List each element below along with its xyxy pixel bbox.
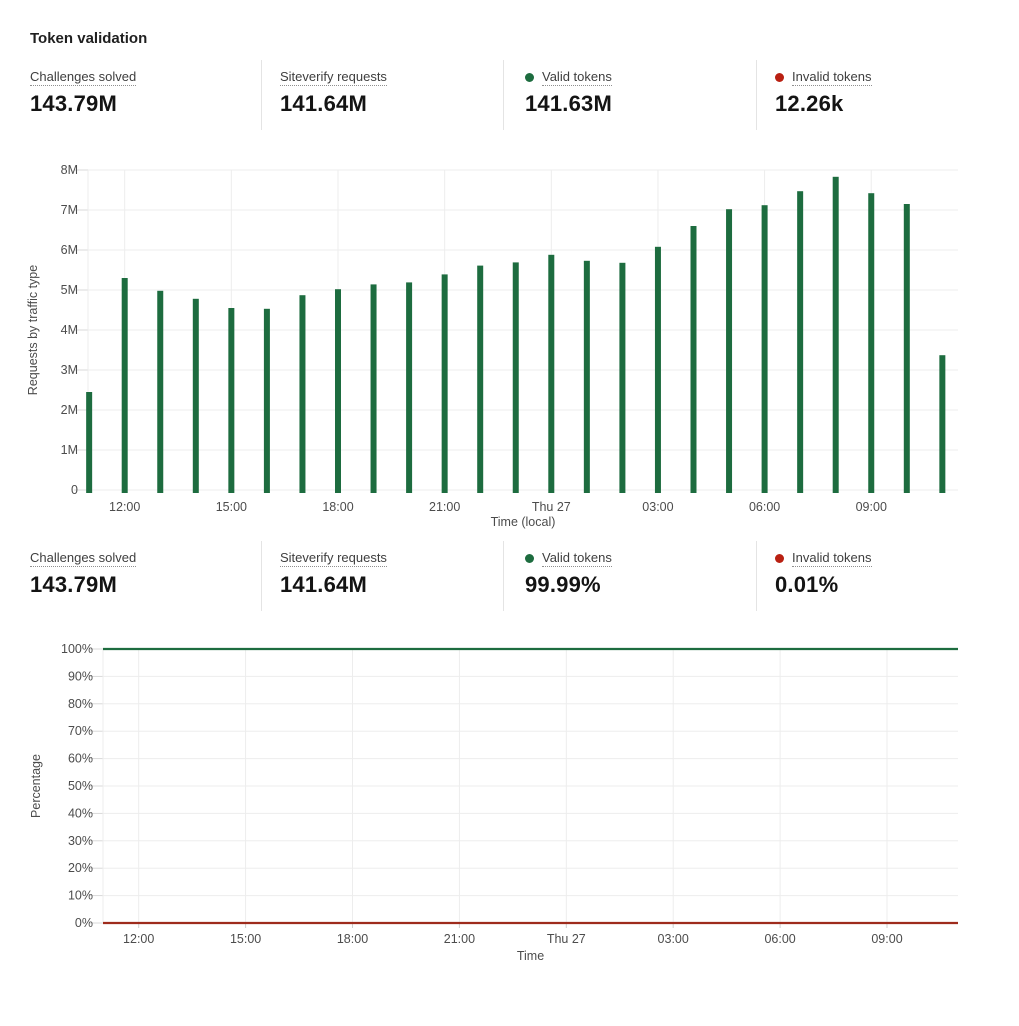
y-tick-label: 0% bbox=[75, 916, 93, 930]
x-axis-title: Time (local) bbox=[491, 515, 556, 529]
valid-tokens-dot-icon bbox=[525, 553, 534, 563]
stat-invalid-tokens-percent: Invalid tokens 0.01% bbox=[756, 541, 959, 611]
bar-09:00[interactable] bbox=[868, 193, 875, 493]
bar-16:00[interactable] bbox=[263, 308, 270, 493]
x-axis-title: Time bbox=[517, 949, 544, 963]
stat-label-siteverify-requests[interactable]: Siteverify requests bbox=[280, 68, 387, 86]
bar-06:00[interactable] bbox=[761, 205, 768, 493]
bar-05:00[interactable] bbox=[726, 209, 733, 493]
x-tick-label: 21:00 bbox=[444, 932, 475, 946]
y-tick-label: 1M bbox=[61, 443, 78, 457]
x-tick-label: 18:00 bbox=[322, 500, 353, 514]
stat-label-valid-tokens[interactable]: Valid tokens bbox=[542, 549, 612, 567]
stat-value-invalid-tokens-percent: 0.01% bbox=[775, 572, 839, 597]
stat-value-challenges-solved: 143.79M bbox=[30, 91, 118, 116]
y-tick-label: 30% bbox=[68, 834, 93, 848]
x-tick-label: 18:00 bbox=[337, 932, 368, 946]
bar-12:00[interactable] bbox=[121, 278, 128, 493]
bar-08:00[interactable] bbox=[832, 176, 839, 494]
x-tick-label: 09:00 bbox=[856, 500, 887, 514]
y-tick-label: 70% bbox=[68, 724, 93, 738]
stat-value-siteverify-requests: 141.64M bbox=[280, 572, 368, 597]
bar-22:00[interactable] bbox=[477, 265, 484, 493]
stat-valid-tokens-percent: Valid tokens 99.99% bbox=[503, 541, 756, 611]
y-tick-label: 60% bbox=[68, 752, 93, 766]
bar-11:00[interactable] bbox=[86, 392, 93, 493]
token-validity-percentage-line-chart[interactable]: 0% 10% 20% 30% 40% 50% 60% 70% 80% 90% 100% 12:00 15… bbox=[0, 635, 1019, 975]
y-tick-label: 5M bbox=[61, 283, 78, 297]
stat-label-challenges-solved[interactable]: Challenges solved bbox=[30, 68, 137, 86]
stat-value-valid-tokens-percent: 99.99% bbox=[525, 572, 601, 597]
y-tick-label: 20% bbox=[68, 861, 93, 875]
stat-value-challenges-solved: 143.79M bbox=[30, 572, 118, 597]
bar-19:00[interactable] bbox=[370, 284, 377, 493]
y-axis-title: Requests by traffic type bbox=[26, 265, 40, 395]
stat-value-valid-tokens: 141.63M bbox=[525, 91, 613, 116]
y-tick-label: 50% bbox=[68, 779, 93, 793]
x-tick-label: Thu 27 bbox=[532, 500, 571, 514]
y-tick-label: 2M bbox=[61, 403, 78, 417]
stat-label-siteverify-requests[interactable]: Siteverify requests bbox=[280, 549, 387, 567]
y-tick-label: 6M bbox=[61, 243, 78, 257]
bar-18:00[interactable] bbox=[335, 289, 341, 493]
stat-challenges-solved: Challenges solved 143.79M bbox=[30, 541, 261, 611]
y-tick-label: 80% bbox=[68, 697, 93, 711]
stat-label-invalid-tokens[interactable]: Invalid tokens bbox=[792, 68, 872, 86]
y-tick-label: 7M bbox=[61, 203, 78, 217]
bar-02:00[interactable] bbox=[619, 262, 626, 493]
stat-value-siteverify-requests: 141.64M bbox=[280, 91, 368, 116]
y-tick-label: 10% bbox=[68, 889, 93, 903]
bar-11:00[interactable] bbox=[939, 355, 946, 493]
x-tick-label: 09:00 bbox=[871, 932, 902, 946]
bar-04:00[interactable] bbox=[690, 226, 697, 493]
stat-label-challenges-solved[interactable]: Challenges solved bbox=[30, 549, 137, 567]
stat-label-valid-tokens[interactable]: Valid tokens bbox=[542, 68, 612, 86]
y-tick-label: 0 bbox=[71, 483, 78, 497]
bar-Thu 27 00:00[interactable] bbox=[548, 254, 555, 493]
stat-invalid-tokens: Invalid tokens 12.26k bbox=[756, 60, 959, 130]
x-tick-label: 15:00 bbox=[230, 932, 261, 946]
x-tick-label: Thu 27 bbox=[547, 932, 586, 946]
x-tick-label: 12:00 bbox=[123, 932, 154, 946]
bar-15:00[interactable] bbox=[228, 308, 235, 493]
page-title: Token validation bbox=[30, 30, 148, 47]
y-tick-label: 4M bbox=[61, 323, 78, 337]
bar-01:00[interactable] bbox=[583, 260, 590, 493]
bar-14:00[interactable] bbox=[192, 298, 199, 493]
bar-10:00[interactable] bbox=[903, 204, 910, 493]
x-tick-label: 21:00 bbox=[429, 500, 460, 514]
stat-valid-tokens: Valid tokens 141.63M bbox=[503, 60, 756, 130]
x-tick-label: 12:00 bbox=[109, 500, 140, 514]
bar-20:00[interactable] bbox=[406, 282, 413, 493]
x-tick-label: 06:00 bbox=[764, 932, 795, 946]
x-tick-label: 03:00 bbox=[658, 932, 689, 946]
bar-07:00[interactable] bbox=[797, 191, 804, 493]
x-tick-label: 15:00 bbox=[216, 500, 247, 514]
bar-03:00[interactable] bbox=[654, 246, 661, 493]
y-axis-title: Percentage bbox=[29, 754, 43, 818]
invalid-tokens-dot-icon bbox=[775, 553, 784, 563]
invalid-tokens-dot-icon bbox=[775, 72, 784, 82]
stat-siteverify-requests: Siteverify requests 141.64M bbox=[261, 541, 503, 611]
y-tick-label: 3M bbox=[61, 363, 78, 377]
stats-row-percentages: Challenges solved 143.79M Siteverify req… bbox=[30, 541, 989, 611]
x-tick-label: 03:00 bbox=[642, 500, 673, 514]
y-tick-label: 40% bbox=[68, 806, 93, 820]
stat-challenges-solved: Challenges solved 143.79M bbox=[30, 60, 261, 130]
stat-value-invalid-tokens: 12.26k bbox=[775, 91, 844, 116]
valid-tokens-dot-icon bbox=[525, 72, 534, 82]
y-tick-label: 8M bbox=[61, 163, 78, 177]
bar-17:00[interactable] bbox=[299, 295, 306, 493]
stats-row-counts: Challenges solved 143.79M Siteverify req… bbox=[30, 60, 989, 130]
bar-13:00[interactable] bbox=[157, 290, 164, 493]
x-tick-label: 06:00 bbox=[749, 500, 780, 514]
requests-by-traffic-type-bar-chart[interactable]: 0 1M 2M 3M 4M 5M 6M 7M 8M 12:00 15:00 18:00 21:00 Thu… bbox=[0, 155, 1019, 535]
bar-21:00[interactable] bbox=[441, 274, 448, 493]
y-tick-label: 100% bbox=[61, 642, 93, 656]
bar-23:00[interactable] bbox=[512, 262, 519, 493]
y-tick-label: 90% bbox=[68, 669, 93, 683]
stat-label-invalid-tokens[interactable]: Invalid tokens bbox=[792, 549, 872, 567]
stat-siteverify-requests: Siteverify requests 141.64M bbox=[261, 60, 503, 130]
